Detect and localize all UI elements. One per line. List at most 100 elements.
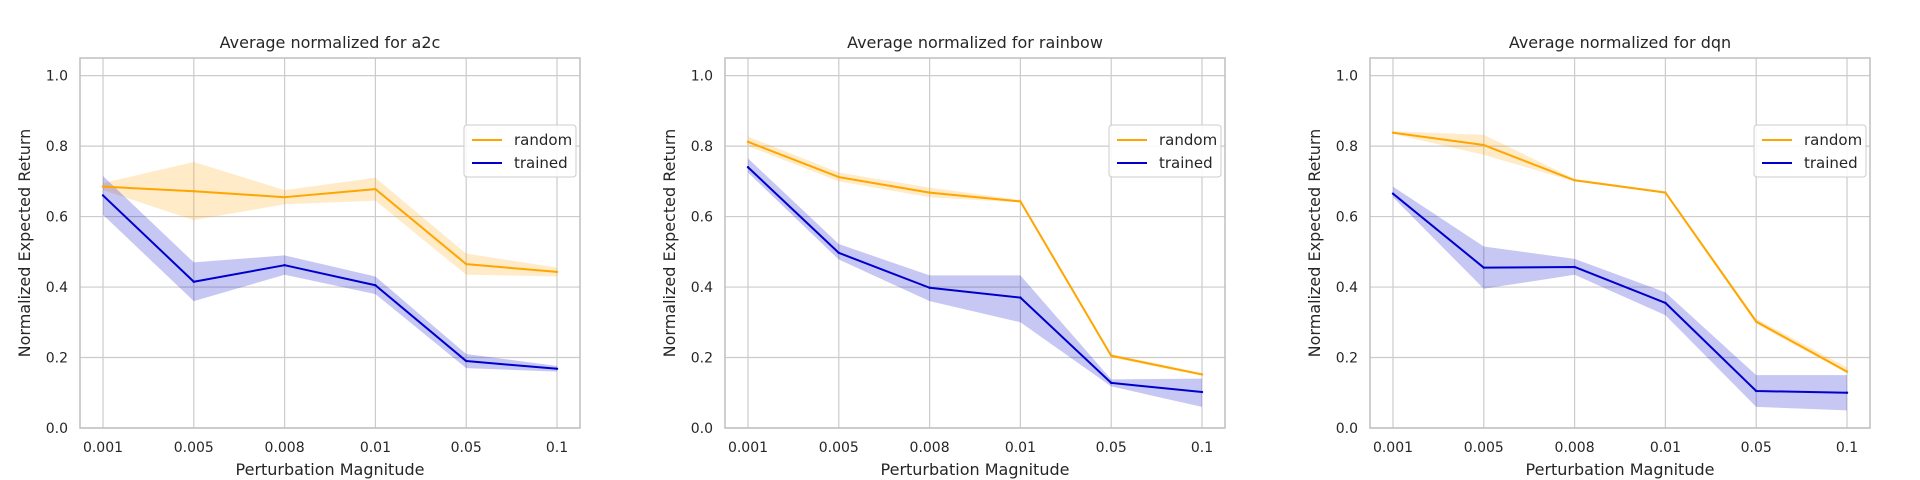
data-point-trained — [1664, 301, 1667, 305]
data-point-trained — [1200, 390, 1204, 394]
legend: random trained — [1108, 124, 1222, 178]
y-tick-label: 0.4 — [691, 280, 713, 296]
x-tick-label: 0.005 — [174, 440, 214, 456]
x-tick-label: 0.005 — [1464, 440, 1504, 456]
y-tick-label: 0.6 — [1336, 210, 1358, 226]
x-tick-label: 0.008 — [910, 440, 950, 456]
data-point-random — [1200, 373, 1204, 376]
data-point-random — [1019, 200, 1022, 203]
data-point-trained — [1573, 265, 1576, 269]
series-line-random — [747, 140, 1203, 376]
y-tick-label: 1.0 — [691, 69, 713, 85]
y-tick-label: 1.0 — [46, 69, 68, 85]
data-point-trained — [837, 251, 840, 255]
x-tick-label: 0.05 — [1096, 440, 1127, 456]
data-point-random — [374, 187, 377, 191]
series-line-random — [102, 185, 558, 273]
chart-panel-1: 0.0 0.2 0.4 0.6 0.8 1.0 0.001 0.005 0.008 0.01 0.0… — [15, 33, 581, 479]
data-point-trained — [1391, 192, 1395, 195]
data-point-trained — [101, 194, 105, 197]
data-point-random — [1482, 143, 1486, 147]
chart-title: Average normalized for dqn — [1509, 33, 1731, 52]
y-axis-label: Normalized Expected Return — [1305, 129, 1324, 358]
x-tick-label: 0.001 — [83, 440, 123, 456]
x-tick-label: 0.1 — [1191, 440, 1213, 456]
data-point-trained — [1845, 391, 1849, 394]
data-point-trained — [555, 367, 559, 370]
y-tick-label: 0.8 — [1336, 139, 1358, 155]
legend-label-trained: trained — [514, 154, 568, 172]
x-tick-label: 0.1 — [1836, 440, 1858, 456]
y-tick-label: 0.8 — [691, 139, 713, 155]
data-point-trained — [1482, 266, 1486, 269]
chart-panel-3: 0.0 0.2 0.4 0.6 0.8 1.0 0.001 0.005 0.008 0.01 0.0… — [1305, 33, 1871, 479]
chart-panel-2: 0.0 0.2 0.4 0.6 0.8 1.0 0.001 0.005 0.008 0.01 0.0… — [660, 33, 1226, 479]
data-point-random — [1755, 320, 1758, 323]
data-point-trained — [283, 264, 286, 267]
data-point-random — [101, 185, 105, 188]
data-point-trained — [192, 280, 195, 283]
y-axis-label: Normalized Expected Return — [660, 129, 679, 358]
data-point-random — [1845, 370, 1849, 373]
plot-area-frame — [79, 57, 581, 429]
data-point-random — [1110, 354, 1113, 357]
y-tick-label: 0.0 — [691, 421, 713, 437]
legend-label-random: random — [514, 131, 572, 149]
legend-label-random: random — [1804, 131, 1862, 149]
legend-label-trained: trained — [1804, 154, 1858, 172]
data-point-trained — [1019, 296, 1022, 299]
y-tick-label: 0.8 — [46, 139, 68, 155]
data-point-random — [746, 140, 750, 144]
data-point-trained — [928, 286, 931, 289]
x-tick-label: 0.001 — [728, 440, 768, 456]
x-tick-label: 0.01 — [1005, 440, 1036, 456]
series-line-random — [1392, 131, 1848, 373]
legend: random trained — [1753, 124, 1867, 178]
x-tick-label: 0.05 — [1741, 440, 1772, 456]
x-axis-label: Perturbation Magnitude — [1526, 460, 1715, 479]
x-tick-label: 0.05 — [451, 440, 482, 456]
data-point-trained — [374, 284, 377, 287]
y-tick-label: 0.6 — [46, 210, 68, 226]
legend-label-random: random — [1159, 131, 1217, 149]
data-point-trained — [746, 166, 750, 169]
data-point-random — [1573, 179, 1576, 182]
y-tick-label: 0.2 — [46, 351, 68, 367]
x-axis-label: Perturbation Magnitude — [881, 460, 1070, 479]
y-tick-label: 0.2 — [691, 351, 713, 367]
chart-title: Average normalized for a2c — [220, 33, 441, 52]
series-line-trained — [747, 166, 1203, 394]
x-tick-label: 0.008 — [265, 440, 305, 456]
legend-label-trained: trained — [1159, 154, 1213, 172]
series-band-random — [103, 161, 557, 277]
y-tick-label: 0.2 — [1336, 351, 1358, 367]
data-point-random — [465, 262, 468, 266]
y-tick-label: 1.0 — [1336, 69, 1358, 85]
y-axis-label: Normalized Expected Return — [15, 129, 34, 358]
data-point-random — [192, 190, 195, 193]
series-line-trained — [1392, 192, 1848, 394]
data-point-trained — [1110, 381, 1113, 385]
data-point-trained — [1755, 389, 1758, 393]
chart-title: Average normalized for rainbow — [847, 33, 1103, 52]
data-point-trained — [465, 359, 468, 363]
data-point-random — [928, 191, 931, 194]
series-band-trained — [103, 176, 557, 372]
data-point-random — [555, 270, 559, 274]
data-point-random — [283, 195, 286, 199]
x-tick-label: 0.01 — [1650, 440, 1681, 456]
y-tick-label: 0.0 — [46, 421, 68, 437]
y-tick-label: 0.6 — [691, 210, 713, 226]
x-tick-label: 0.008 — [1555, 440, 1595, 456]
series-band-trained — [748, 158, 1202, 407]
x-tick-label: 0.1 — [546, 440, 568, 456]
series-band-trained — [1393, 186, 1847, 411]
x-tick-label: 0.001 — [1373, 440, 1413, 456]
x-axis-label: Perturbation Magnitude — [236, 460, 425, 479]
data-point-random — [837, 175, 840, 179]
plot-area-frame — [724, 57, 1226, 429]
plot-area-frame — [1369, 57, 1871, 429]
legend: random trained — [463, 124, 577, 178]
data-point-random — [1391, 131, 1395, 134]
